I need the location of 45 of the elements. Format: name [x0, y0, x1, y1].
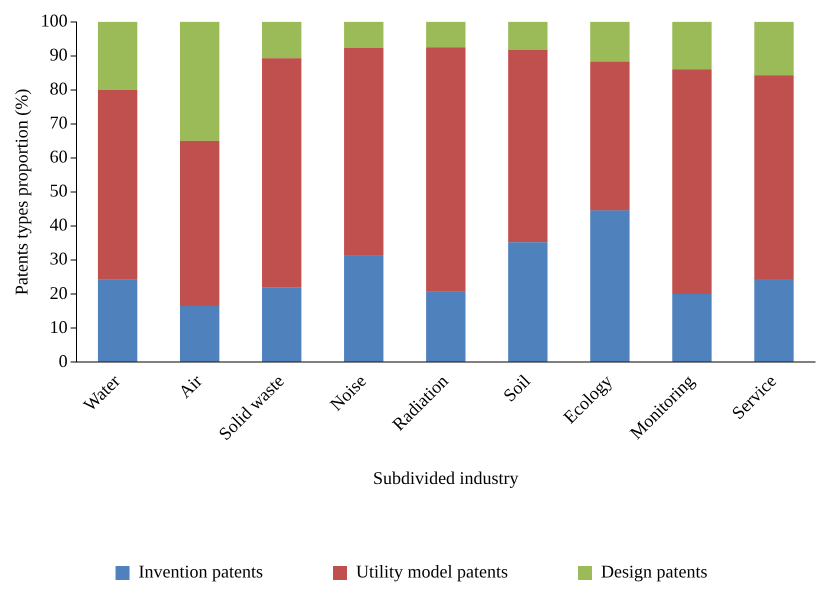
bar: [590, 210, 630, 362]
bar: [426, 47, 466, 292]
y-tick-label: 50: [50, 180, 68, 201]
bar: [754, 75, 794, 280]
y-tick-label: 60: [50, 146, 68, 167]
bar: [180, 306, 220, 362]
bar: [98, 90, 138, 280]
bar: [180, 140, 220, 306]
bar: [672, 22, 712, 70]
y-tick-label: 80: [50, 78, 68, 99]
bar: [426, 292, 466, 362]
legend-label: Utility model patents: [356, 562, 508, 582]
y-tick-label: 10: [50, 316, 68, 337]
bar: [426, 22, 466, 48]
x-axis-title: Subdivided industry: [373, 468, 519, 488]
bar: [672, 294, 712, 362]
bar: [262, 58, 302, 288]
y-tick-label: 40: [50, 214, 68, 235]
y-axis-title: Patents types proportion (%): [12, 88, 32, 296]
bar: [590, 22, 630, 62]
y-tick-label: 0: [58, 350, 68, 371]
bar: [98, 280, 138, 362]
legend-label: Invention patents: [138, 562, 264, 582]
y-tick-label: 20: [50, 282, 68, 303]
y-tick-label: 90: [50, 44, 68, 65]
bar: [754, 22, 794, 76]
bar: [344, 48, 384, 256]
bar: [180, 22, 220, 141]
legend-label: Design patents: [600, 562, 708, 582]
bar: [344, 22, 384, 48]
bar: [344, 256, 384, 362]
bar: [508, 50, 548, 242]
x-tick-label: Soil: [499, 370, 534, 406]
bar: [590, 62, 630, 210]
bar: [508, 22, 548, 50]
bar: [672, 69, 712, 294]
bar: [754, 279, 794, 362]
bar: [262, 287, 302, 362]
bar: [98, 22, 138, 90]
bar: [508, 242, 548, 362]
y-tick-label: 100: [40, 10, 68, 31]
y-tick-label: 30: [50, 248, 68, 269]
bar: [262, 22, 302, 58]
y-tick-label: 70: [50, 112, 68, 133]
x-tick-label: Air: [174, 370, 206, 402]
